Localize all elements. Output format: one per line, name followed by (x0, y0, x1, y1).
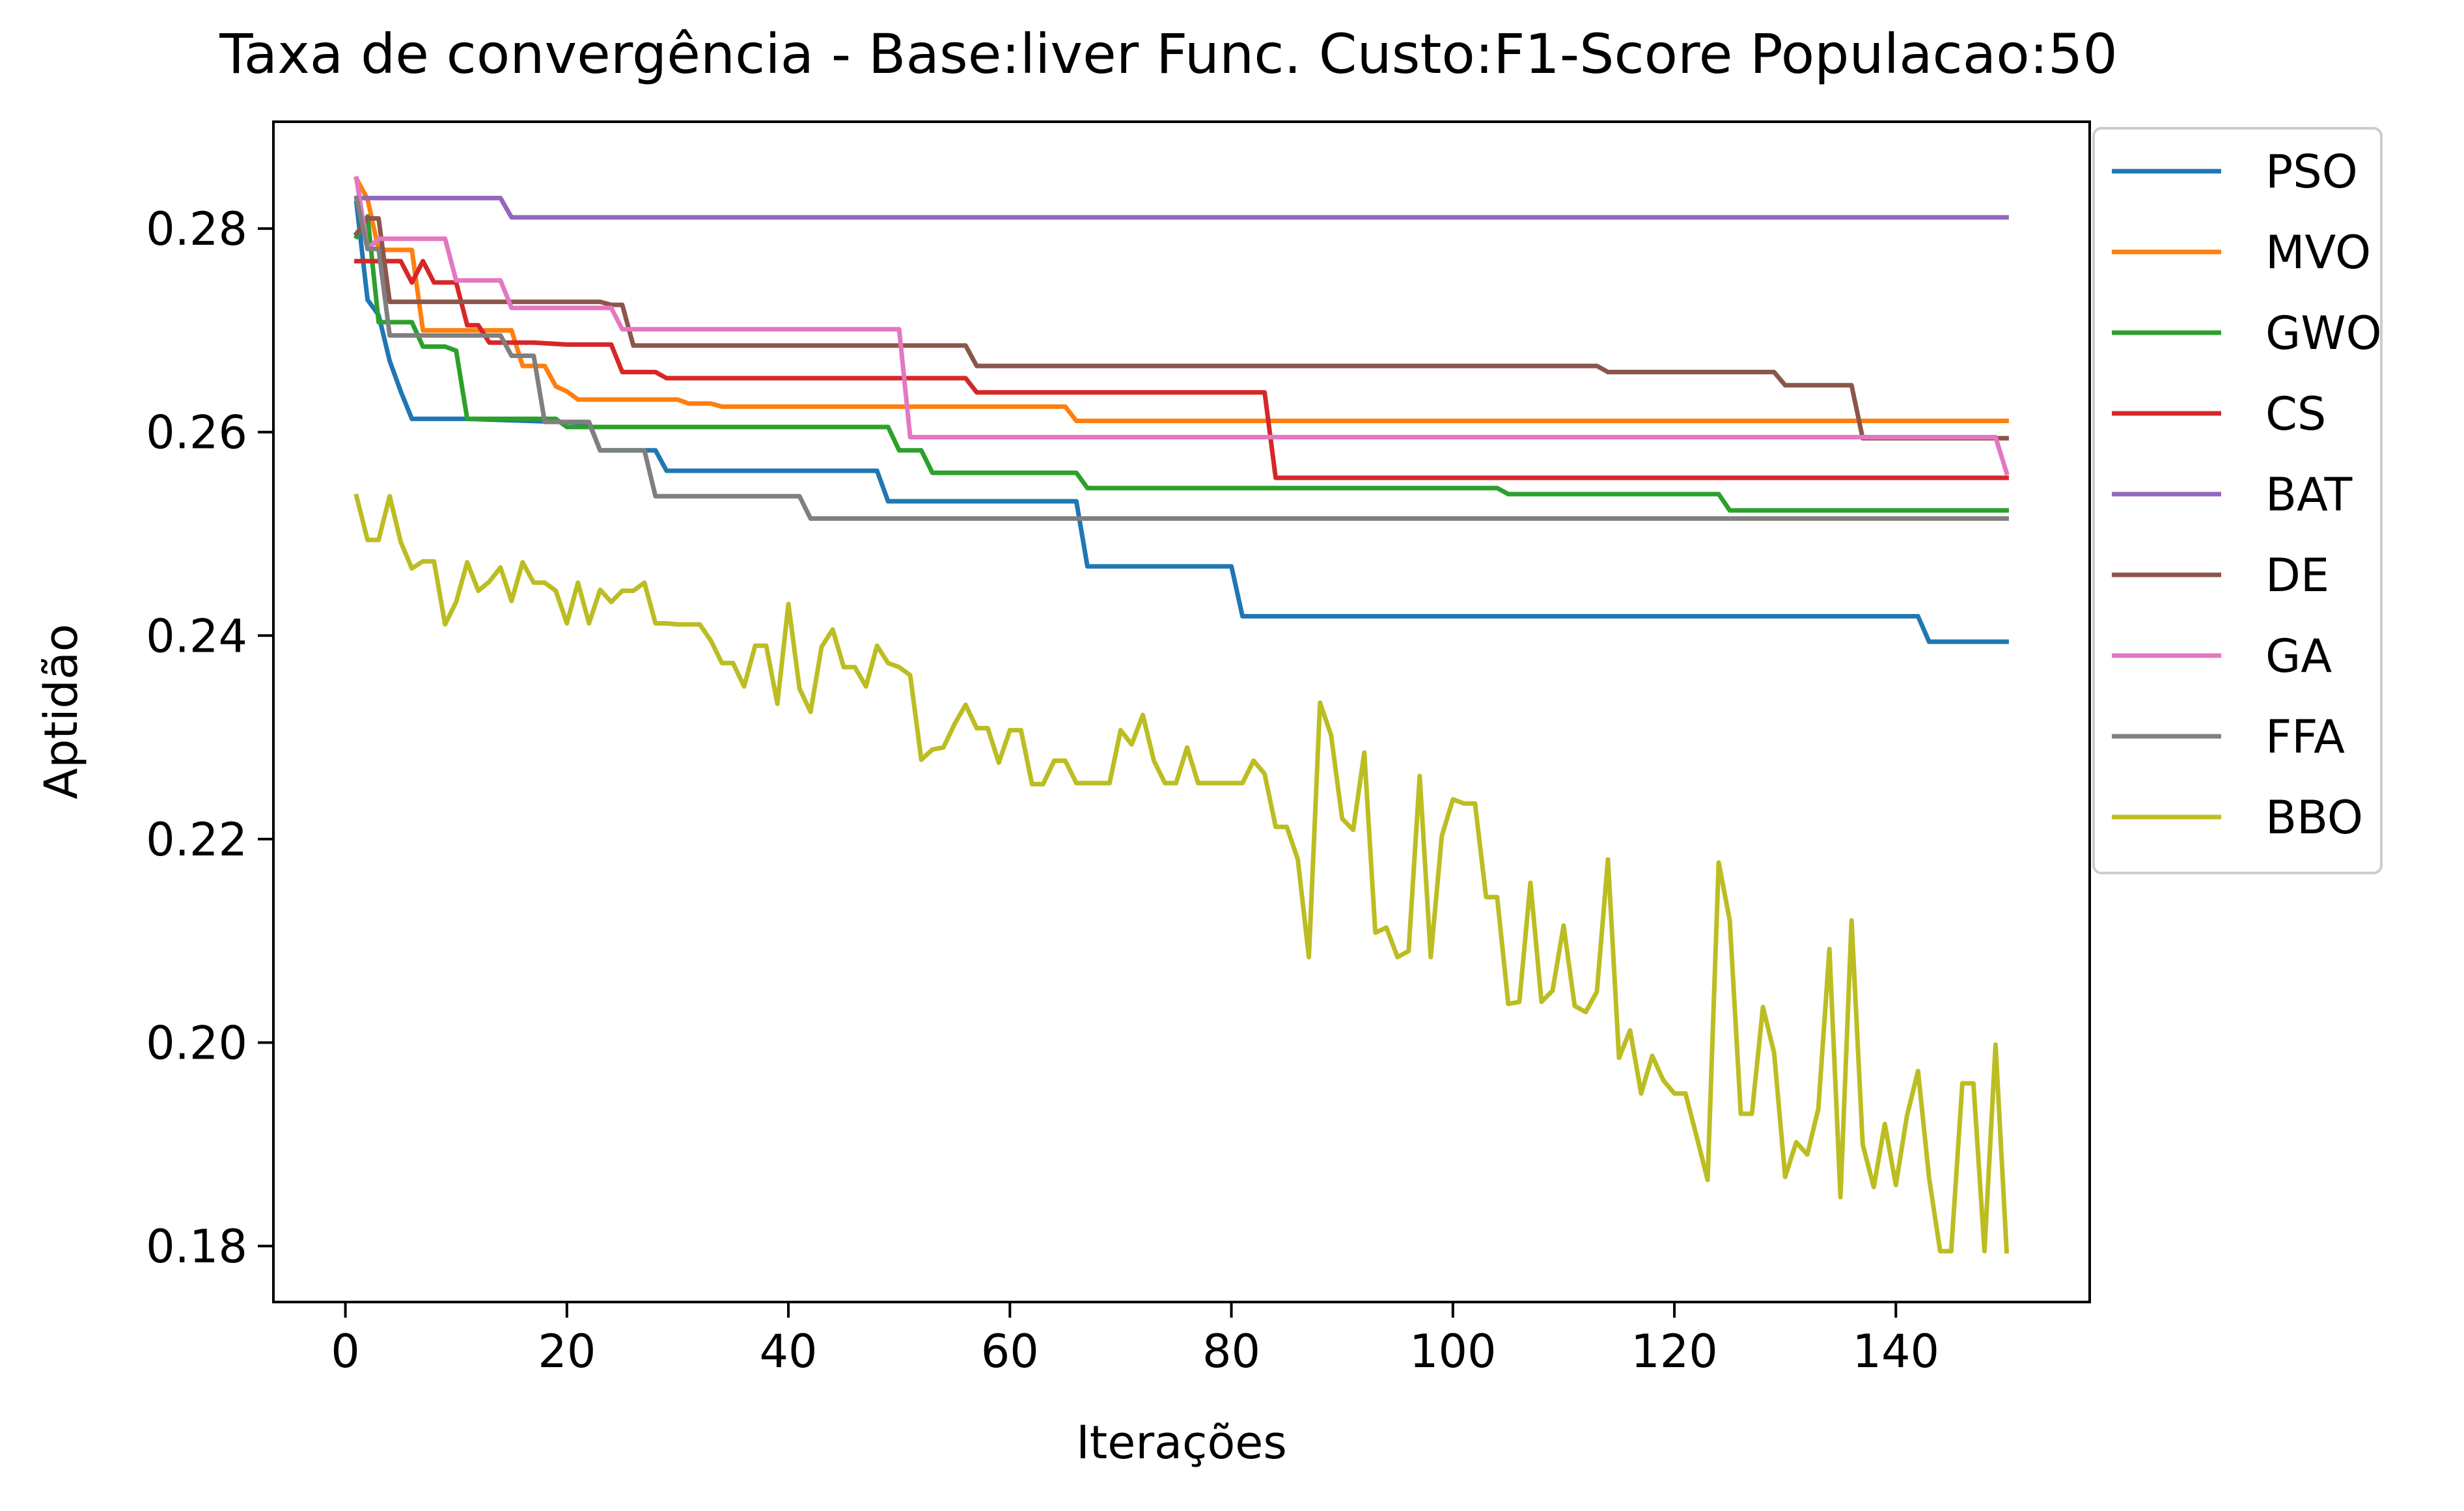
y-tick-label: 0.26 (146, 406, 247, 460)
x-tick-label: 60 (981, 1325, 1039, 1378)
y-axis-label: Aptidão (35, 624, 88, 799)
legend-box (2092, 127, 2383, 874)
plot-frame (272, 120, 2091, 1303)
series-line-gwo (353, 214, 2009, 513)
legend-label-pso: PSO (2265, 145, 2358, 199)
legend: PSO MVO GWO CS BAT DE GA FFA BBO (2092, 127, 2383, 874)
legend-label-ga: GA (2265, 630, 2332, 683)
y-tick-label: 0.28 (146, 202, 247, 256)
legend-label-de: DE (2265, 549, 2329, 602)
series-line-bat (354, 195, 2009, 220)
x-tick-label: 0 (331, 1325, 360, 1378)
series-line-de (353, 216, 2009, 441)
legend-label-gwo: GWO (2265, 307, 2382, 360)
x-tick-label: 80 (1202, 1325, 1260, 1378)
legend-label-ffa: FFA (2265, 710, 2345, 764)
series-line-mvo (353, 175, 2009, 423)
y-tick-label: 0.22 (146, 813, 247, 866)
x-tick-label: 100 (1409, 1325, 1497, 1378)
series-line-bbo (353, 493, 2010, 1254)
series-line-pso (353, 201, 2009, 645)
y-tick-label: 0.24 (146, 609, 247, 663)
y-tick-label: 0.18 (146, 1220, 247, 1273)
x-tick-label: 20 (538, 1325, 596, 1378)
x-axis-label: Iterações (1076, 1416, 1287, 1469)
x-axis: 0 20 40 60 80 100 120 140 (331, 1302, 1939, 1378)
legend-label-bbo: BBO (2265, 791, 2363, 844)
x-tick-label: 120 (1631, 1325, 1718, 1378)
y-tick-label: 0.20 (146, 1016, 247, 1070)
x-tick-label: 40 (760, 1325, 818, 1378)
legend-label-bat: BAT (2265, 468, 2352, 521)
legend-label-cs: CS (2265, 387, 2326, 441)
series-line-cs (354, 258, 2009, 480)
series-line-ffa (353, 195, 2009, 521)
legend-label-mvo: MVO (2265, 226, 2371, 279)
series-line-ga (353, 176, 2010, 476)
y-axis: 0.18 0.20 0.22 0.24 0.26 0.28 (146, 202, 273, 1273)
chart-title: Taxa de convergência - Base:liver Func. … (219, 22, 2118, 86)
x-tick-label: 140 (1852, 1325, 1939, 1378)
series-layer (353, 175, 2010, 1254)
